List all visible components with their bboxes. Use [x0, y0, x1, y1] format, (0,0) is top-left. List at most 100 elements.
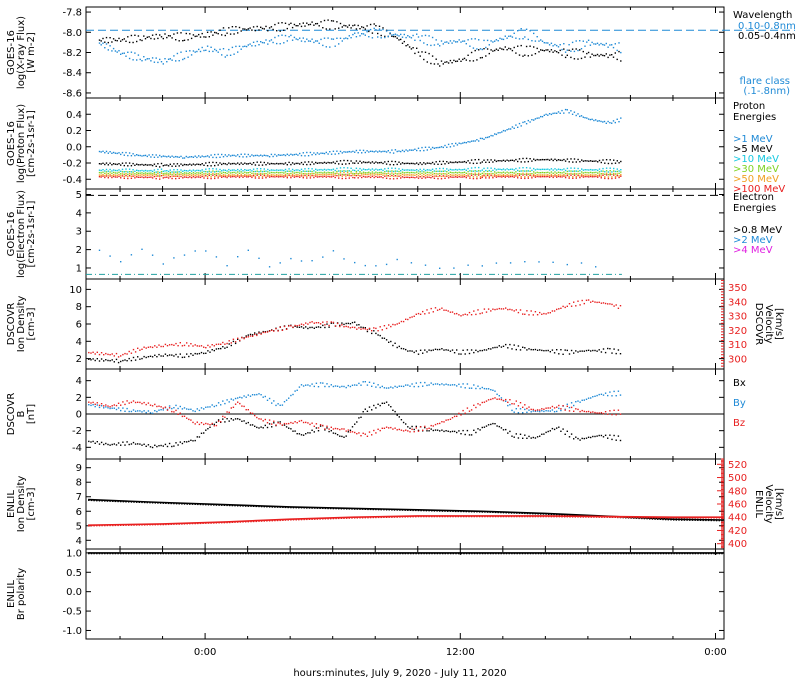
series-0-05-0-4nm [419, 55, 421, 57]
series--10-mev [597, 169, 599, 172]
series-ion-density [498, 345, 500, 347]
series-bx [515, 433, 517, 435]
series-0-05-0-4nm [359, 28, 361, 30]
series-0-10-0-8nm [279, 43, 281, 45]
series--10-mev [389, 170, 391, 173]
series--100-mev [421, 177, 423, 179]
series--10-mev [107, 170, 109, 172]
series--5-mev [469, 162, 471, 164]
series--2-mev [332, 250, 335, 252]
series-by [396, 386, 398, 388]
series-ion-density [456, 349, 458, 351]
series-bx [449, 431, 452, 433]
series-velocity [439, 308, 441, 311]
series--10-mev [334, 169, 336, 172]
series--1-mev [261, 155, 264, 157]
series-0-05-0-4nm [486, 48, 489, 50]
series-bz [424, 425, 426, 428]
series-ion-density [126, 360, 128, 362]
series-velocity [173, 344, 175, 346]
series--10-mev [98, 169, 101, 171]
series--100-mev [127, 177, 129, 180]
series--2-mev [258, 257, 260, 259]
series-by [145, 411, 147, 414]
series--30-mev [430, 172, 432, 174]
series--10-mev [465, 169, 467, 171]
series-0-10-0-8nm [221, 54, 223, 56]
series--10-mev [316, 169, 319, 171]
series--30-mev [315, 171, 317, 173]
series--5-mev [323, 161, 326, 164]
series--30-mev [176, 171, 179, 173]
series--50-mev [254, 175, 257, 178]
series-velocity [381, 329, 383, 331]
series--5-mev [598, 159, 601, 162]
series--10-mev [249, 169, 251, 171]
series--1-mev [354, 151, 356, 153]
series-bz [596, 412, 598, 414]
series-0-05-0-4nm [105, 36, 108, 39]
series--1-mev [256, 154, 258, 157]
series--1-mev [132, 153, 134, 155]
series--5-mev [214, 164, 216, 167]
series-bz [249, 412, 252, 414]
series-bz [419, 426, 422, 428]
series--30-mev [428, 171, 430, 174]
series-0-10-0-8nm [582, 40, 584, 42]
series--50-mev [226, 175, 228, 177]
series-0-05-0-4nm [277, 22, 280, 24]
series-bx [336, 434, 339, 436]
series--5-mev [488, 161, 490, 163]
series--100-mev [190, 177, 193, 179]
series--5-mev [171, 165, 173, 167]
series--1-mev [169, 156, 171, 158]
series--1-mev [118, 152, 120, 154]
series-bz [88, 401, 90, 403]
series-ion-density [254, 332, 256, 334]
series--10-mev [194, 170, 196, 172]
series--10-mev [611, 171, 613, 173]
series-ion-density [179, 353, 181, 355]
series-0-10-0-8nm [378, 28, 381, 30]
series--50-mev [247, 174, 249, 176]
series--30-mev [377, 172, 379, 174]
series--30-mev [527, 173, 529, 175]
series--100-mev [199, 176, 202, 179]
series--50-mev [431, 173, 434, 176]
series-by [332, 385, 335, 388]
series-by [117, 407, 120, 409]
series-bz [564, 409, 566, 411]
series-bx [483, 426, 486, 428]
series--30-mev [444, 173, 446, 175]
series-velocity [109, 354, 111, 356]
series-0-10-0-8nm [270, 39, 273, 41]
series--100-mev [112, 175, 115, 178]
y-tick-label: 1.0 [66, 548, 82, 559]
series-bx [294, 430, 296, 432]
series-0-10-0-8nm [169, 58, 171, 60]
series--30-mev [104, 172, 106, 175]
series-0-05-0-4nm [587, 51, 590, 54]
series--1-mev [614, 121, 616, 124]
series--30-mev [155, 173, 157, 176]
series--50-mev [387, 172, 389, 174]
series-bz [117, 402, 120, 404]
series-by [192, 410, 194, 412]
series--1-mev [288, 154, 290, 157]
series-velocity [188, 345, 190, 347]
series-bz [124, 403, 126, 406]
y2-tick-label: 310 [728, 340, 747, 351]
series-bx [356, 421, 358, 423]
series-velocity [164, 343, 167, 346]
series--30-mev [346, 170, 349, 172]
series-0-10-0-8nm [231, 46, 234, 49]
series-0-05-0-4nm [620, 60, 622, 62]
series--100-mev [486, 174, 489, 177]
series--30-mev [481, 172, 483, 175]
series--100-mev [323, 175, 326, 177]
series-bz [379, 429, 381, 432]
series-bx [441, 429, 443, 431]
series--1-mev [361, 152, 363, 154]
series--30-mev [283, 172, 285, 174]
series--30-mev [143, 172, 145, 175]
